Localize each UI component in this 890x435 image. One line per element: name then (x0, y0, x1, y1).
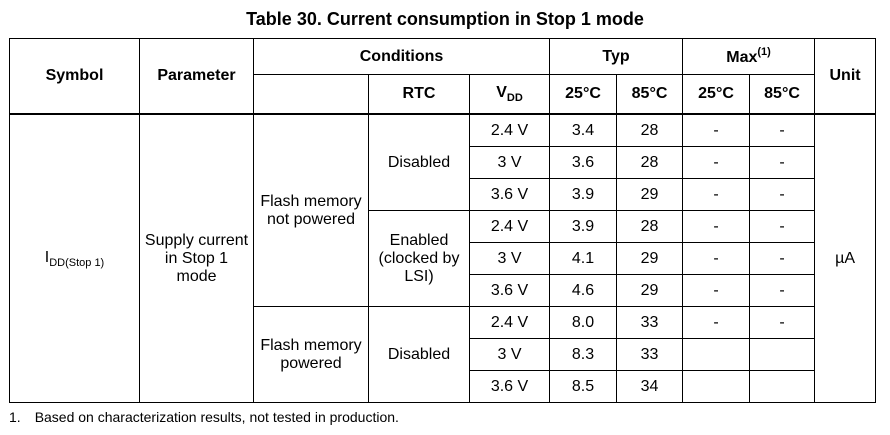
footnote: 1. Based on characterization results, not… (9, 409, 399, 425)
unit-cell: µA (814, 113, 877, 403)
max-25c-cell: - (682, 306, 751, 339)
typ-85c-cell: 33 (616, 306, 684, 339)
header-conditions: Conditions (252, 38, 551, 75)
max-25c-cell: - (682, 274, 751, 307)
footnote-text: Based on characterization results, not t… (34, 409, 399, 425)
typ-25c-cell: 4.6 (549, 274, 618, 307)
max-85c-cell: - (749, 274, 816, 307)
vdd-cell: 2.4 V (468, 306, 551, 339)
table-row: 3 V 8.3 33 (10, 338, 876, 371)
max-25c-cell: - (682, 113, 751, 147)
footnote-number: 1. (9, 409, 21, 425)
typ-25c-cell: 3.9 (549, 178, 618, 211)
max-85c-cell: - (749, 146, 816, 179)
vdd-cell: 3.6 V (468, 178, 551, 211)
typ-25c-cell: 3.6 (549, 146, 618, 179)
max-85c-cell: - (749, 178, 816, 211)
max-footnote-ref: (1) (757, 46, 771, 58)
vdd-cell: 3 V (468, 338, 551, 371)
max-85c-cell: - (749, 113, 816, 147)
typ-85c-cell: 34 (616, 370, 684, 403)
typ-25c-cell: 8.0 (549, 306, 618, 339)
table-row: 3 V 3.6 28 - - (10, 146, 876, 179)
max-25c-cell: - (682, 146, 751, 179)
header-max-25c: 25°C (682, 74, 751, 115)
typ-25c-cell: 3.9 (549, 210, 618, 243)
typ-85c-cell: 28 (616, 210, 684, 243)
typ-85c-cell: 28 (616, 113, 684, 147)
table-row: 3.6 V 8.5 34 (10, 370, 876, 403)
vdd-cell: 3.6 V (468, 370, 551, 403)
vdd-cell: 2.4 V (468, 113, 551, 147)
typ-85c-cell: 29 (616, 178, 684, 211)
rtc-cell: Disabled (368, 113, 470, 211)
max-85c-cell (749, 370, 816, 403)
header-parameter: Parameter (139, 38, 254, 115)
table-row: 3.6 V 3.9 29 - - (10, 178, 876, 211)
max-25c-cell (682, 338, 751, 371)
typ-25c-cell: 4.1 (549, 242, 618, 275)
header-max: Max(1) (682, 38, 816, 75)
max-85c-cell (749, 338, 816, 371)
typ-85c-cell: 33 (616, 338, 684, 371)
vdd-cell: 2.4 V (468, 210, 551, 243)
header-rtc: RTC (368, 74, 470, 115)
vdd-cell: 3 V (468, 242, 551, 275)
max-25c-cell: - (682, 242, 751, 275)
max-85c-cell: - (749, 210, 816, 243)
max-85c-cell: - (749, 242, 816, 275)
header-vdd: VDD (468, 74, 551, 115)
header-typ-25c: 25°C (549, 74, 618, 115)
max-85c-cell: - (749, 306, 816, 339)
parameter-cell: Supply current in Stop 1 mode (139, 113, 254, 403)
table-row: 3 V 4.1 29 - - (10, 242, 876, 275)
typ-85c-cell: 29 (616, 274, 684, 307)
condition-cell: Flash memory not powered (253, 113, 369, 307)
typ-25c-cell: 3.4 (549, 113, 618, 147)
table-caption: Table 30. Current consumption in Stop 1 … (246, 9, 644, 29)
table-row: Flash memory powered Disabled 2.4 V 8.0 … (10, 306, 876, 403)
max-25c-cell: - (682, 210, 751, 243)
rtc-cell: Enabled (clocked by LSI) (368, 210, 470, 307)
typ-25c-cell: 8.5 (549, 370, 618, 403)
table-row: Enabled (clocked by LSI) 2.4 V 3.9 28 - … (10, 210, 876, 307)
table-row: IDD(Stop 1) Supply current in Stop 1 mod… (9, 113, 877, 403)
header-typ-85c: 85°C (616, 74, 684, 115)
condition-cell: Flash memory powered (253, 306, 369, 403)
header-blank (253, 74, 369, 115)
rtc-cell: Disabled (368, 306, 470, 403)
current-consumption-table: Symbol Parameter Conditions Typ Max(1) U… (9, 38, 877, 403)
vdd-cell: 3.6 V (468, 274, 551, 307)
header-max-85c: 85°C (749, 74, 816, 115)
header-typ: Typ (549, 38, 684, 75)
symbol-cell: IDD(Stop 1) (9, 113, 140, 403)
header-unit: Unit (814, 38, 877, 115)
max-25c-cell: - (682, 178, 751, 211)
typ-85c-cell: 29 (616, 242, 684, 275)
vdd-cell: 3 V (468, 146, 551, 179)
typ-25c-cell: 8.3 (549, 338, 618, 371)
max-25c-cell (682, 370, 751, 403)
typ-85c-cell: 28 (616, 146, 684, 179)
header-symbol: Symbol (9, 38, 140, 115)
